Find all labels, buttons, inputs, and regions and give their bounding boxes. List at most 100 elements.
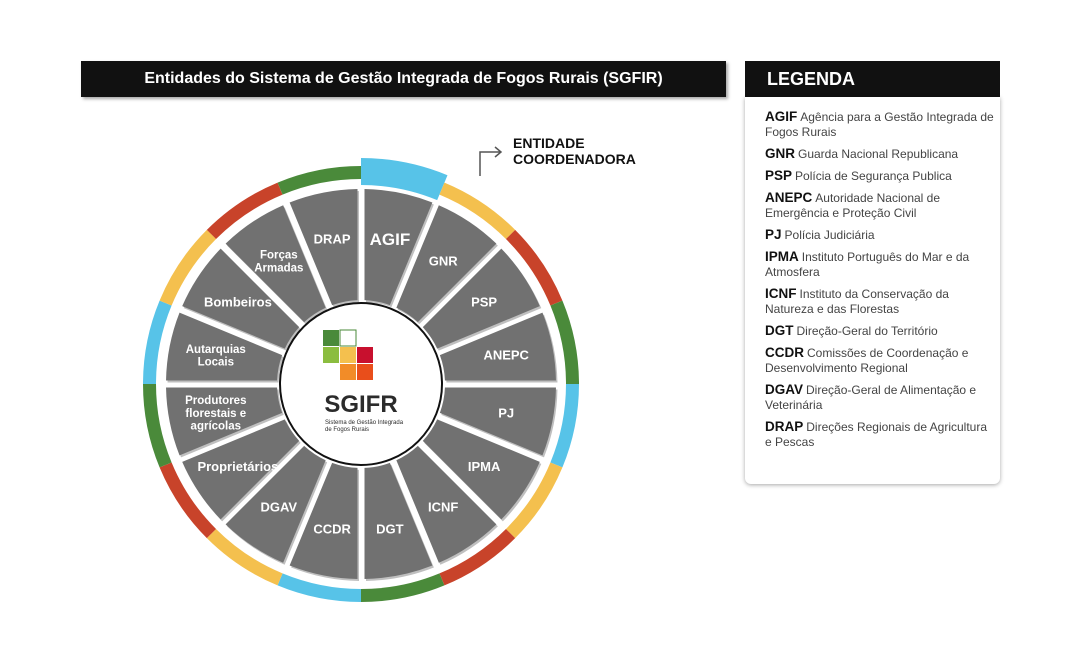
segment-label-line: DRAP [314, 231, 351, 246]
segment-label-line: DGAV [260, 500, 297, 515]
coordinator-label-line-2: COORDENADORA [513, 151, 636, 167]
segment-label: Produtores florestais e agrícolas [185, 395, 246, 432]
segment-label: GNR [429, 254, 459, 269]
legend-item: IPMA Instituto Português do Mar e da Atmo… [765, 249, 994, 280]
legend-item: GNR Guarda Nacional Republicana [765, 146, 994, 162]
legend-item: PSP Polícia de Segurança Publica [765, 168, 994, 184]
center-title: SGIFR [324, 391, 397, 418]
segment-label: DGAV [260, 500, 297, 515]
segment-label: IPMA [468, 459, 501, 474]
legend-items: AGIF Agência para a Gestão Integrada de F… [765, 109, 994, 450]
legend-abbr: PSP [765, 168, 793, 183]
segment-label-line: Locais [198, 357, 234, 369]
legend-item: CCDR Comissões de Coordenação e Desenvolv… [765, 345, 994, 376]
entity-segment [225, 205, 326, 323]
legend-item: DGAV Direção-Geral de Alimentação e Veter… [765, 382, 994, 413]
legend-abbr: IPMA [765, 249, 799, 264]
segment-label: PSP [471, 294, 497, 309]
segment-label-line: ICNF [428, 500, 458, 515]
segment-label-line: PSP [471, 294, 497, 309]
legend-box: AGIF Agência para a Gestão Integrada de F… [745, 97, 1000, 484]
legend-item: ANEPC Autoridade Nacional de Emergência e… [765, 190, 994, 221]
entity-segment [396, 445, 497, 563]
segment-band [361, 573, 445, 602]
entity-segment [364, 462, 433, 579]
wheel-segments: AGIF GNR PSP ANEPC PJ IPMA ICNF DGT CCDR DGAV Prop… [143, 158, 580, 602]
segment-label-line: PJ [498, 405, 514, 420]
legend-description: Autoridade Nacional de Emergência e Prot… [765, 191, 941, 220]
segment-band [159, 462, 217, 539]
entity-segment [396, 205, 497, 323]
center-circle [279, 302, 443, 466]
segment-label-line: Autarquias [186, 344, 246, 356]
segment-label: DRAP [314, 231, 351, 246]
entity-segment [422, 419, 540, 520]
legend-description: Instituto da Conservação da Natureza e d… [765, 287, 949, 316]
segment-band [505, 229, 563, 306]
entity-segment [364, 189, 433, 306]
segment-label-line: DGT [376, 522, 404, 537]
segment-band [277, 165, 361, 195]
legend-abbr: CCDR [765, 345, 804, 360]
segment-label: CCDR [313, 522, 351, 537]
legend-abbr: DGT [765, 323, 794, 338]
segment-label: Forças Armadas [254, 250, 303, 275]
segment-label-line: Bombeiros [204, 294, 272, 309]
segment-band [439, 528, 516, 586]
legend-description: Guarda Nacional Republicana [798, 147, 959, 161]
legend-abbr: PJ [765, 227, 782, 242]
legend-abbr: ANEPC [765, 190, 813, 205]
segment-label-line: GNR [429, 254, 459, 269]
legend-description: Polícia de Segurança Publica [795, 169, 952, 183]
segment-label-line: agrícolas [191, 421, 242, 433]
segment-band [159, 229, 217, 306]
segment-band [550, 300, 579, 384]
segment-label-line: florestais e [185, 408, 246, 420]
segment-band [550, 384, 580, 468]
segment-label-line: Forças [260, 250, 298, 262]
segment-band [143, 384, 172, 468]
entity-segment [422, 248, 540, 349]
segment-label: ICNF [428, 500, 458, 515]
segment-band [277, 573, 361, 602]
entity-segment [225, 445, 326, 563]
entity-segment [182, 248, 300, 349]
entity-segment [166, 312, 283, 381]
segment-label-line: IPMA [468, 459, 501, 474]
segment-label-line: AGIF [370, 230, 411, 249]
segment-label: PJ [498, 405, 514, 420]
entity-segment [439, 312, 556, 381]
segment-label-line: Armadas [254, 262, 303, 274]
entity-segment [166, 387, 283, 456]
segment-band [206, 182, 283, 240]
legend-item: PJ Polícia Judiciária [765, 227, 994, 243]
legend-abbr: DGAV [765, 382, 804, 397]
segment-label: Autarquias Locais [186, 344, 246, 369]
segment-label-line: CCDR [313, 522, 351, 537]
legend-description: Direção-Geral do Território [796, 324, 938, 338]
segment-label-line: Produtores [185, 395, 246, 407]
segment-band [206, 528, 283, 586]
center-subtitle-line-1: Sistema de Gestão Integrada [325, 420, 404, 426]
legend-description: Direção-Geral de Alimentação e Veterinár… [765, 383, 977, 412]
legend-abbr: ICNF [765, 286, 797, 301]
coordinator-arrow-icon [479, 146, 503, 176]
legend-item: ICNF Instituto da Conservação da Natureza… [765, 286, 994, 317]
legend-item: AGIF Agência para a Gestão Integrada de F… [765, 109, 994, 140]
legend-description: Comissões de Coordenação e Desenvolvimen… [765, 346, 969, 375]
legend-description: Direções Regionais de Agricultura e Pesc… [765, 420, 988, 449]
diagram-title: Entidades do Sistema de Gestão Integrada… [81, 61, 726, 97]
segment-band [505, 462, 563, 539]
legend-description: Instituto Português do Mar e da Atmosfer… [765, 250, 970, 279]
legend-description: Polícia Judiciária [784, 228, 875, 242]
segment-label: ANEPC [483, 348, 529, 363]
sgifr-logo-icon [323, 329, 373, 380]
legend-abbr: GNR [765, 146, 795, 161]
entity-segment [439, 387, 556, 456]
segment-band [361, 158, 448, 201]
segment-label: DGT [376, 522, 404, 537]
segment-label: Bombeiros [204, 294, 272, 309]
segment-label: AGIF [370, 230, 411, 249]
coordinator-label-line-1: ENTIDADE [513, 135, 585, 151]
